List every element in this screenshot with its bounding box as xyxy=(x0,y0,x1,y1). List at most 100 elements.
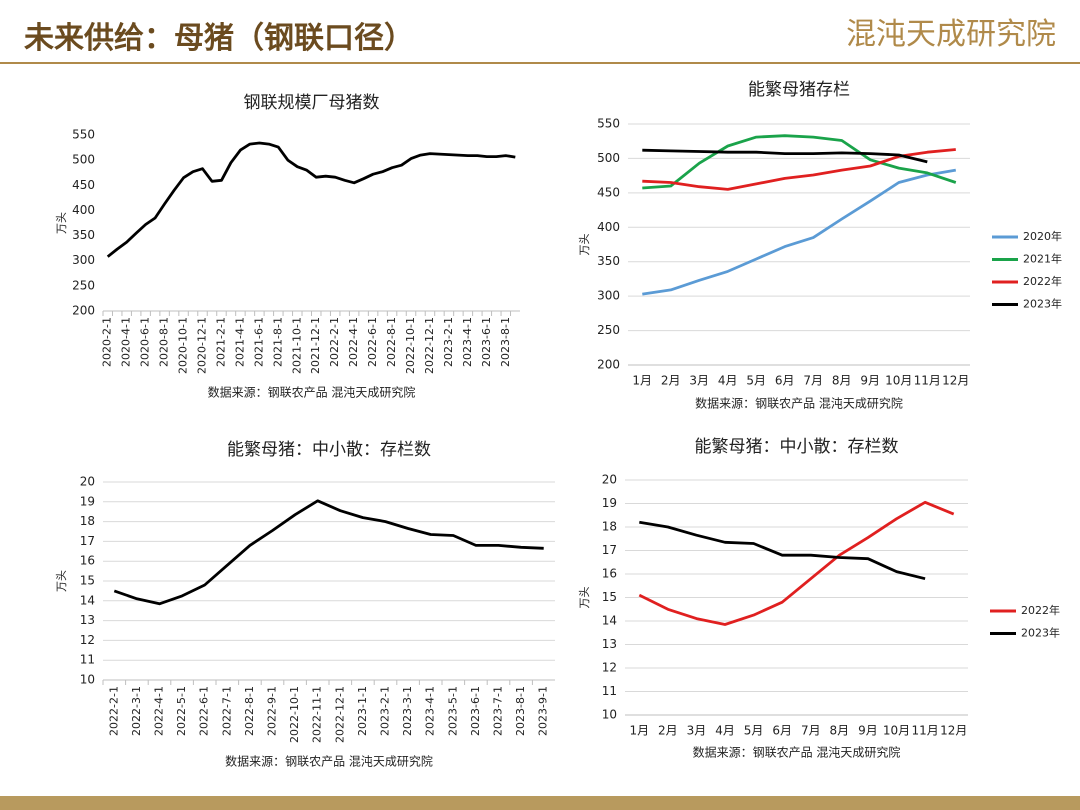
x-tick-label: 2021-12-1 xyxy=(309,317,322,374)
legend-label: 2020年 xyxy=(1023,229,1062,243)
y-tick-label: 13 xyxy=(602,637,617,651)
y-tick-label: 500 xyxy=(72,153,95,167)
y-tick-label: 300 xyxy=(597,289,620,303)
x-tick-label: 2020-2-1 xyxy=(101,317,114,367)
x-tick-label: 2023-2-1 xyxy=(442,317,455,367)
x-tick-label: 2020-4-1 xyxy=(120,317,133,367)
x-tick-label: 2022-4-1 xyxy=(153,686,166,736)
y-tick-label: 500 xyxy=(597,151,620,165)
x-tick-label: 2022-10-1 xyxy=(404,317,417,374)
x-tick-label: 2022-8-1 xyxy=(243,686,256,736)
x-tick-label: 2021-2-1 xyxy=(214,317,227,367)
y-tick-label: 300 xyxy=(72,253,95,267)
chart-title: 能繁母猪：中小散：存栏数 xyxy=(227,440,431,460)
x-tick-label: 9月 xyxy=(860,374,880,388)
x-tick-label: 2022-2-1 xyxy=(107,686,120,736)
x-tick-label: 1月 xyxy=(629,724,649,738)
x-tick-label: 2021-8-1 xyxy=(271,317,284,367)
x-tick-label: 4月 xyxy=(715,724,735,738)
y-tick-label: 15 xyxy=(80,574,95,588)
y-tick-label: 200 xyxy=(72,304,95,318)
y-axis-label: 万头 xyxy=(55,570,68,592)
x-tick-label: 11月 xyxy=(914,374,941,388)
series-line xyxy=(639,520,926,581)
x-tick-label: 8月 xyxy=(832,374,852,388)
x-tick-label: 2022-9-1 xyxy=(266,686,279,736)
series-line xyxy=(106,141,516,258)
x-tick-label: 2023-4-1 xyxy=(424,686,437,736)
y-tick-label: 20 xyxy=(602,473,617,487)
x-tick-label: 2月 xyxy=(658,724,678,738)
y-tick-label: 14 xyxy=(80,593,95,607)
y-tick-label: 250 xyxy=(72,278,95,292)
x-tick-label: 2022-8-1 xyxy=(385,317,398,367)
x-tick-label: 2022-2-1 xyxy=(328,317,341,367)
y-tick-label: 18 xyxy=(602,520,617,534)
source-note: 数据来源：钢联农产品 混沌天成研究院 xyxy=(695,396,903,411)
x-tick-label: 2021-4-1 xyxy=(233,317,246,367)
x-tick-label: 2022-6-1 xyxy=(198,686,211,736)
y-tick-label: 10 xyxy=(80,673,95,687)
x-tick-label: 12月 xyxy=(940,724,967,738)
y-axis-label: 万头 xyxy=(578,234,591,256)
x-tick-label: 2023-9-1 xyxy=(537,686,550,736)
x-tick-label: 2023-3-1 xyxy=(401,686,414,736)
chart-title: 能繁母猪：中小散：存栏数 xyxy=(695,437,899,457)
x-tick-label: 2022-5-1 xyxy=(175,686,188,736)
x-tick-label: 7月 xyxy=(803,374,823,388)
y-tick-label: 450 xyxy=(72,178,95,192)
x-tick-label: 2023-5-1 xyxy=(446,686,459,736)
series-line xyxy=(113,499,544,606)
legend-label: 2023年 xyxy=(1023,297,1062,311)
y-tick-label: 13 xyxy=(80,613,95,627)
chart-title: 钢联规模厂母猪数 xyxy=(244,93,380,113)
series-line xyxy=(642,168,957,296)
y-tick-label: 350 xyxy=(597,254,620,268)
x-tick-label: 2022-12-1 xyxy=(333,686,346,743)
x-tick-label: 2021-6-1 xyxy=(252,317,265,367)
y-tick-label: 200 xyxy=(597,358,620,372)
x-tick-label: 2020-12-1 xyxy=(196,317,209,374)
legend-label: 2022年 xyxy=(1021,603,1060,617)
x-tick-label: 2020-6-1 xyxy=(139,317,152,367)
x-tick-label: 2023-8-1 xyxy=(499,317,512,367)
series-line xyxy=(642,148,928,164)
x-tick-label: 3月 xyxy=(687,724,707,738)
legend-label: 2023年 xyxy=(1021,626,1060,640)
y-axis-label: 万头 xyxy=(55,212,68,234)
x-tick-label: 8月 xyxy=(830,724,850,738)
y-tick-label: 12 xyxy=(80,633,95,647)
x-tick-label: 2月 xyxy=(661,374,681,388)
y-axis-label: 万头 xyxy=(578,587,591,609)
x-tick-label: 4月 xyxy=(718,374,738,388)
legend-label: 2022年 xyxy=(1023,274,1062,288)
y-tick-label: 19 xyxy=(602,496,617,510)
x-tick-label: 6月 xyxy=(775,374,795,388)
x-tick-label: 2022-4-1 xyxy=(347,317,360,367)
y-tick-label: 17 xyxy=(602,543,617,557)
x-tick-label: 2023-6-1 xyxy=(469,686,482,736)
y-tick-label: 350 xyxy=(72,228,95,242)
x-tick-label: 2022-11-1 xyxy=(311,686,324,743)
x-tick-label: 2022-12-1 xyxy=(423,317,436,374)
y-tick-label: 250 xyxy=(597,323,620,337)
logo: 混沌天成研究院 xyxy=(846,17,1056,52)
x-tick-label: 5月 xyxy=(746,374,766,388)
series-line xyxy=(642,134,957,190)
x-tick-label: 2023-1-1 xyxy=(356,686,369,736)
x-tick-label: 1月 xyxy=(632,374,652,388)
x-tick-label: 5月 xyxy=(744,724,764,738)
source-note: 数据来源：钢联农产品 混沌天成研究院 xyxy=(693,745,901,760)
x-tick-label: 10月 xyxy=(885,374,912,388)
slide-title: 未来供给：母猪（钢联口径） xyxy=(24,21,414,56)
y-tick-label: 12 xyxy=(602,661,617,675)
x-tick-label: 2023-8-1 xyxy=(514,686,527,736)
footer-bar xyxy=(0,796,1080,810)
y-tick-label: 17 xyxy=(80,534,95,548)
y-tick-label: 11 xyxy=(80,653,95,667)
y-tick-label: 11 xyxy=(602,684,617,698)
x-tick-label: 2022-7-1 xyxy=(220,686,233,736)
chart-title: 能繁母猪存栏 xyxy=(748,80,850,100)
x-tick-label: 10月 xyxy=(883,724,910,738)
x-tick-label: 2022-6-1 xyxy=(366,317,379,367)
